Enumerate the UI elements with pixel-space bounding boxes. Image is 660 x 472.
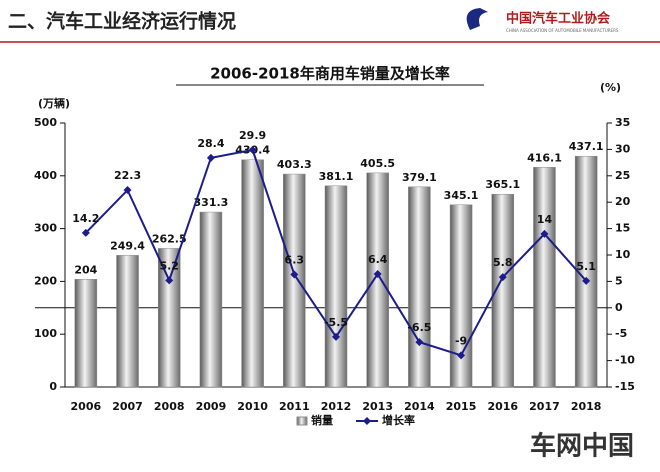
x-tick-label: 2008: [154, 400, 185, 413]
bar-label: 416.1: [527, 151, 562, 164]
growth-marker: [332, 332, 340, 341]
logo-text: 中国汽车工业协会: [506, 11, 611, 27]
header-title: 二、汽车工业经济运行情况: [8, 10, 236, 33]
x-tick-label: 2010: [237, 400, 268, 413]
growth-label: 5.8: [493, 256, 513, 269]
growth-marker: [373, 270, 382, 279]
y-tick-label: 500: [34, 116, 57, 129]
y2-tick-label: -10: [615, 354, 635, 367]
bar-label: 204: [74, 263, 97, 276]
logo-subtext: CHINA ASSOCIATION OF AUTOMOBILE MANUFACT…: [506, 28, 619, 33]
y2-tick-label: 35: [615, 116, 630, 129]
growth-marker: [498, 273, 507, 282]
x-tick-label: 2006: [71, 400, 102, 413]
bar: [241, 159, 264, 388]
bar-label: 381.1: [319, 170, 354, 183]
bar: [283, 173, 306, 388]
bar: [324, 185, 348, 388]
plot: 0 100 200 300 400 500 -15 -10 -5 0 5 10 15 20 25 30 35 20…: [34, 116, 635, 427]
growth-label: 6.4: [368, 253, 388, 266]
y2-axis-label: (%): [600, 81, 621, 94]
y2-tick-label: 25: [615, 169, 630, 182]
bar: [491, 193, 515, 388]
growth-label: 5.2: [159, 259, 179, 272]
growth-label: 5.1: [576, 260, 596, 273]
y2-tick-label: -5: [615, 327, 627, 340]
growth-label: 28.4: [197, 137, 224, 150]
bar-label: 405.5: [360, 157, 395, 170]
x-tick-label: 2013: [362, 400, 393, 413]
x-tick-label: 2018: [571, 400, 602, 413]
legend-label: 销量: [311, 413, 333, 427]
bar: [574, 155, 598, 388]
bar: [408, 186, 431, 388]
legend-label: 增长率: [382, 413, 415, 427]
bar-label: 365.1: [485, 178, 520, 191]
x-tick-label: 2012: [321, 400, 352, 413]
growth-marker: [540, 229, 549, 238]
y-tick-label: 0: [49, 380, 57, 393]
growth-label: 22.3: [114, 169, 141, 182]
growth-label: -6.5: [407, 321, 431, 334]
y2-tick-label: 0: [615, 301, 623, 314]
legend-marker: [363, 417, 371, 425]
y2-tick-label: 5: [615, 274, 623, 287]
growth-label: -5.5: [324, 316, 348, 329]
growth-marker: [290, 270, 299, 279]
growth-marker: [248, 145, 257, 154]
y2-tick-label: 10: [615, 248, 631, 261]
y2-tick-label: -15: [615, 380, 635, 393]
y-tick-label: 100: [34, 327, 57, 340]
growth-marker: [81, 228, 90, 237]
y-tick-label: 400: [34, 169, 57, 182]
bar: [116, 255, 139, 388]
y2-tick-label: 30: [615, 142, 631, 155]
growth-marker: [165, 276, 174, 285]
growth-marker: [457, 351, 466, 360]
bar: [366, 172, 389, 388]
growth-label: 14: [537, 213, 553, 226]
x-tick-label: 2009: [196, 400, 227, 413]
growth-marker: [206, 153, 215, 162]
y-tick-label: 300: [34, 222, 57, 235]
bar-label: 403.3: [277, 158, 312, 171]
x-tick-label: 2016: [487, 400, 518, 413]
growth-label: 29.9: [239, 129, 266, 142]
growth-label: -9: [455, 334, 467, 347]
bar: [533, 167, 556, 388]
bar-label: 437.1: [569, 140, 604, 153]
x-tick-label: 2014: [404, 400, 435, 413]
bar-label: 379.1: [402, 171, 437, 184]
logo-icon: [466, 8, 488, 30]
bar-label: 262.5: [152, 232, 187, 245]
bar: [74, 279, 98, 388]
y-axis-label: (万辆): [38, 96, 70, 110]
growth-marker: [415, 338, 424, 347]
bar-label: 345.1: [444, 189, 479, 202]
chart-title: 2006-2018年商用车销量及增长率: [210, 65, 450, 83]
growth-marker: [582, 276, 591, 285]
growth-marker: [123, 186, 132, 195]
x-tick-label: 2007: [112, 400, 143, 413]
y2-tick-label: 20: [615, 195, 631, 208]
watermark: 车网中国: [530, 431, 634, 462]
growth-label: 14.2: [72, 212, 99, 225]
x-tick-label: 2017: [529, 400, 560, 413]
bar: [157, 248, 181, 388]
bar-label: 249.4: [110, 239, 145, 252]
legend-swatch: [296, 416, 308, 426]
bar: [449, 204, 473, 388]
growth-label: 6.3: [285, 254, 305, 267]
bar-label: 331.3: [194, 196, 229, 209]
y-tick-label: 200: [34, 274, 57, 287]
x-tick-label: 2011: [279, 400, 310, 413]
y2-tick-label: 15: [615, 222, 630, 235]
x-tick-label: 2015: [446, 400, 477, 413]
bar: [199, 211, 223, 388]
